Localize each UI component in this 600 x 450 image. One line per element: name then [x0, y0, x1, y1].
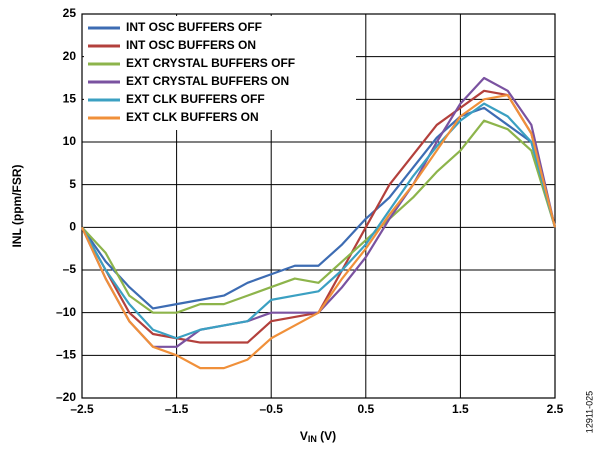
- legend-label: INT OSC BUFFERS ON: [126, 38, 256, 52]
- y-tick-label: 25: [63, 6, 77, 20]
- y-tick-label: –20: [56, 390, 76, 404]
- series-line: [81, 102, 557, 340]
- legend-label: EXT CRYSTAL BUFFERS ON: [126, 74, 289, 88]
- x-tick-label: 0.5: [357, 402, 374, 416]
- y-tick-label: 15: [63, 92, 77, 106]
- x-tick-label: 2.5: [547, 402, 564, 416]
- y-tick-label: –15: [56, 348, 76, 362]
- y-tick-label: –5: [63, 262, 77, 276]
- x-tick-label: –2.5: [70, 402, 94, 416]
- y-tick-label: 20: [63, 49, 77, 63]
- legend-label: EXT CLK BUFFERS OFF: [126, 92, 265, 106]
- figure-id: 12911-025: [584, 391, 594, 433]
- y-tick-label: –10: [56, 305, 76, 319]
- legend-label: EXT CLK BUFFERS ON: [126, 110, 259, 124]
- series-line: [81, 119, 557, 314]
- x-tick-label: 1.5: [452, 402, 469, 416]
- series-line: [81, 106, 557, 310]
- y-tick-label: 0: [69, 220, 76, 234]
- y-tick-label: 5: [69, 177, 76, 191]
- plot-frame: [81, 13, 556, 399]
- legend-label: EXT CRYSTAL BUFFERS OFF: [126, 56, 295, 70]
- series-line: [81, 93, 557, 370]
- x-axis-label: VIN (V): [300, 429, 336, 444]
- y-axis-label: INL (ppm/FSR): [10, 164, 24, 247]
- x-tick-label: –1.5: [165, 402, 189, 416]
- legend-box: [84, 16, 356, 130]
- legend-label: INT OSC BUFFERS OFF: [126, 20, 262, 34]
- y-tick-label: 10: [63, 134, 77, 148]
- x-tick-label: –0.5: [260, 402, 284, 416]
